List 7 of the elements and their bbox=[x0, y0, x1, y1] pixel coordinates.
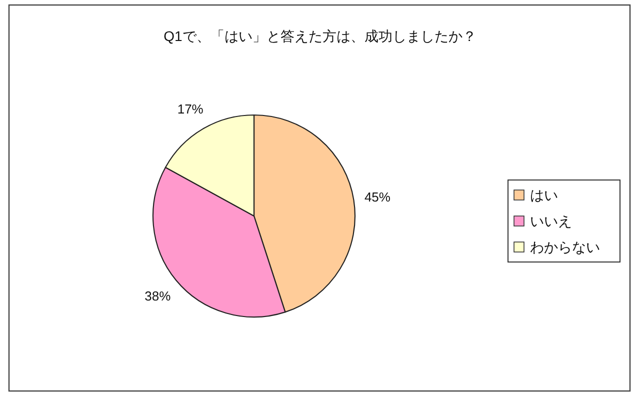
data-label: 38% bbox=[144, 288, 172, 304]
legend-label: いいえ bbox=[530, 213, 572, 229]
legend-label: わからない bbox=[530, 239, 600, 255]
data-label: 45% bbox=[364, 189, 391, 204]
legend-label: はい bbox=[530, 187, 558, 203]
data-label: 17% bbox=[177, 101, 204, 116]
chart-title: Q1で、「はい」と答えた方は、成功しましたか？ bbox=[164, 28, 476, 44]
